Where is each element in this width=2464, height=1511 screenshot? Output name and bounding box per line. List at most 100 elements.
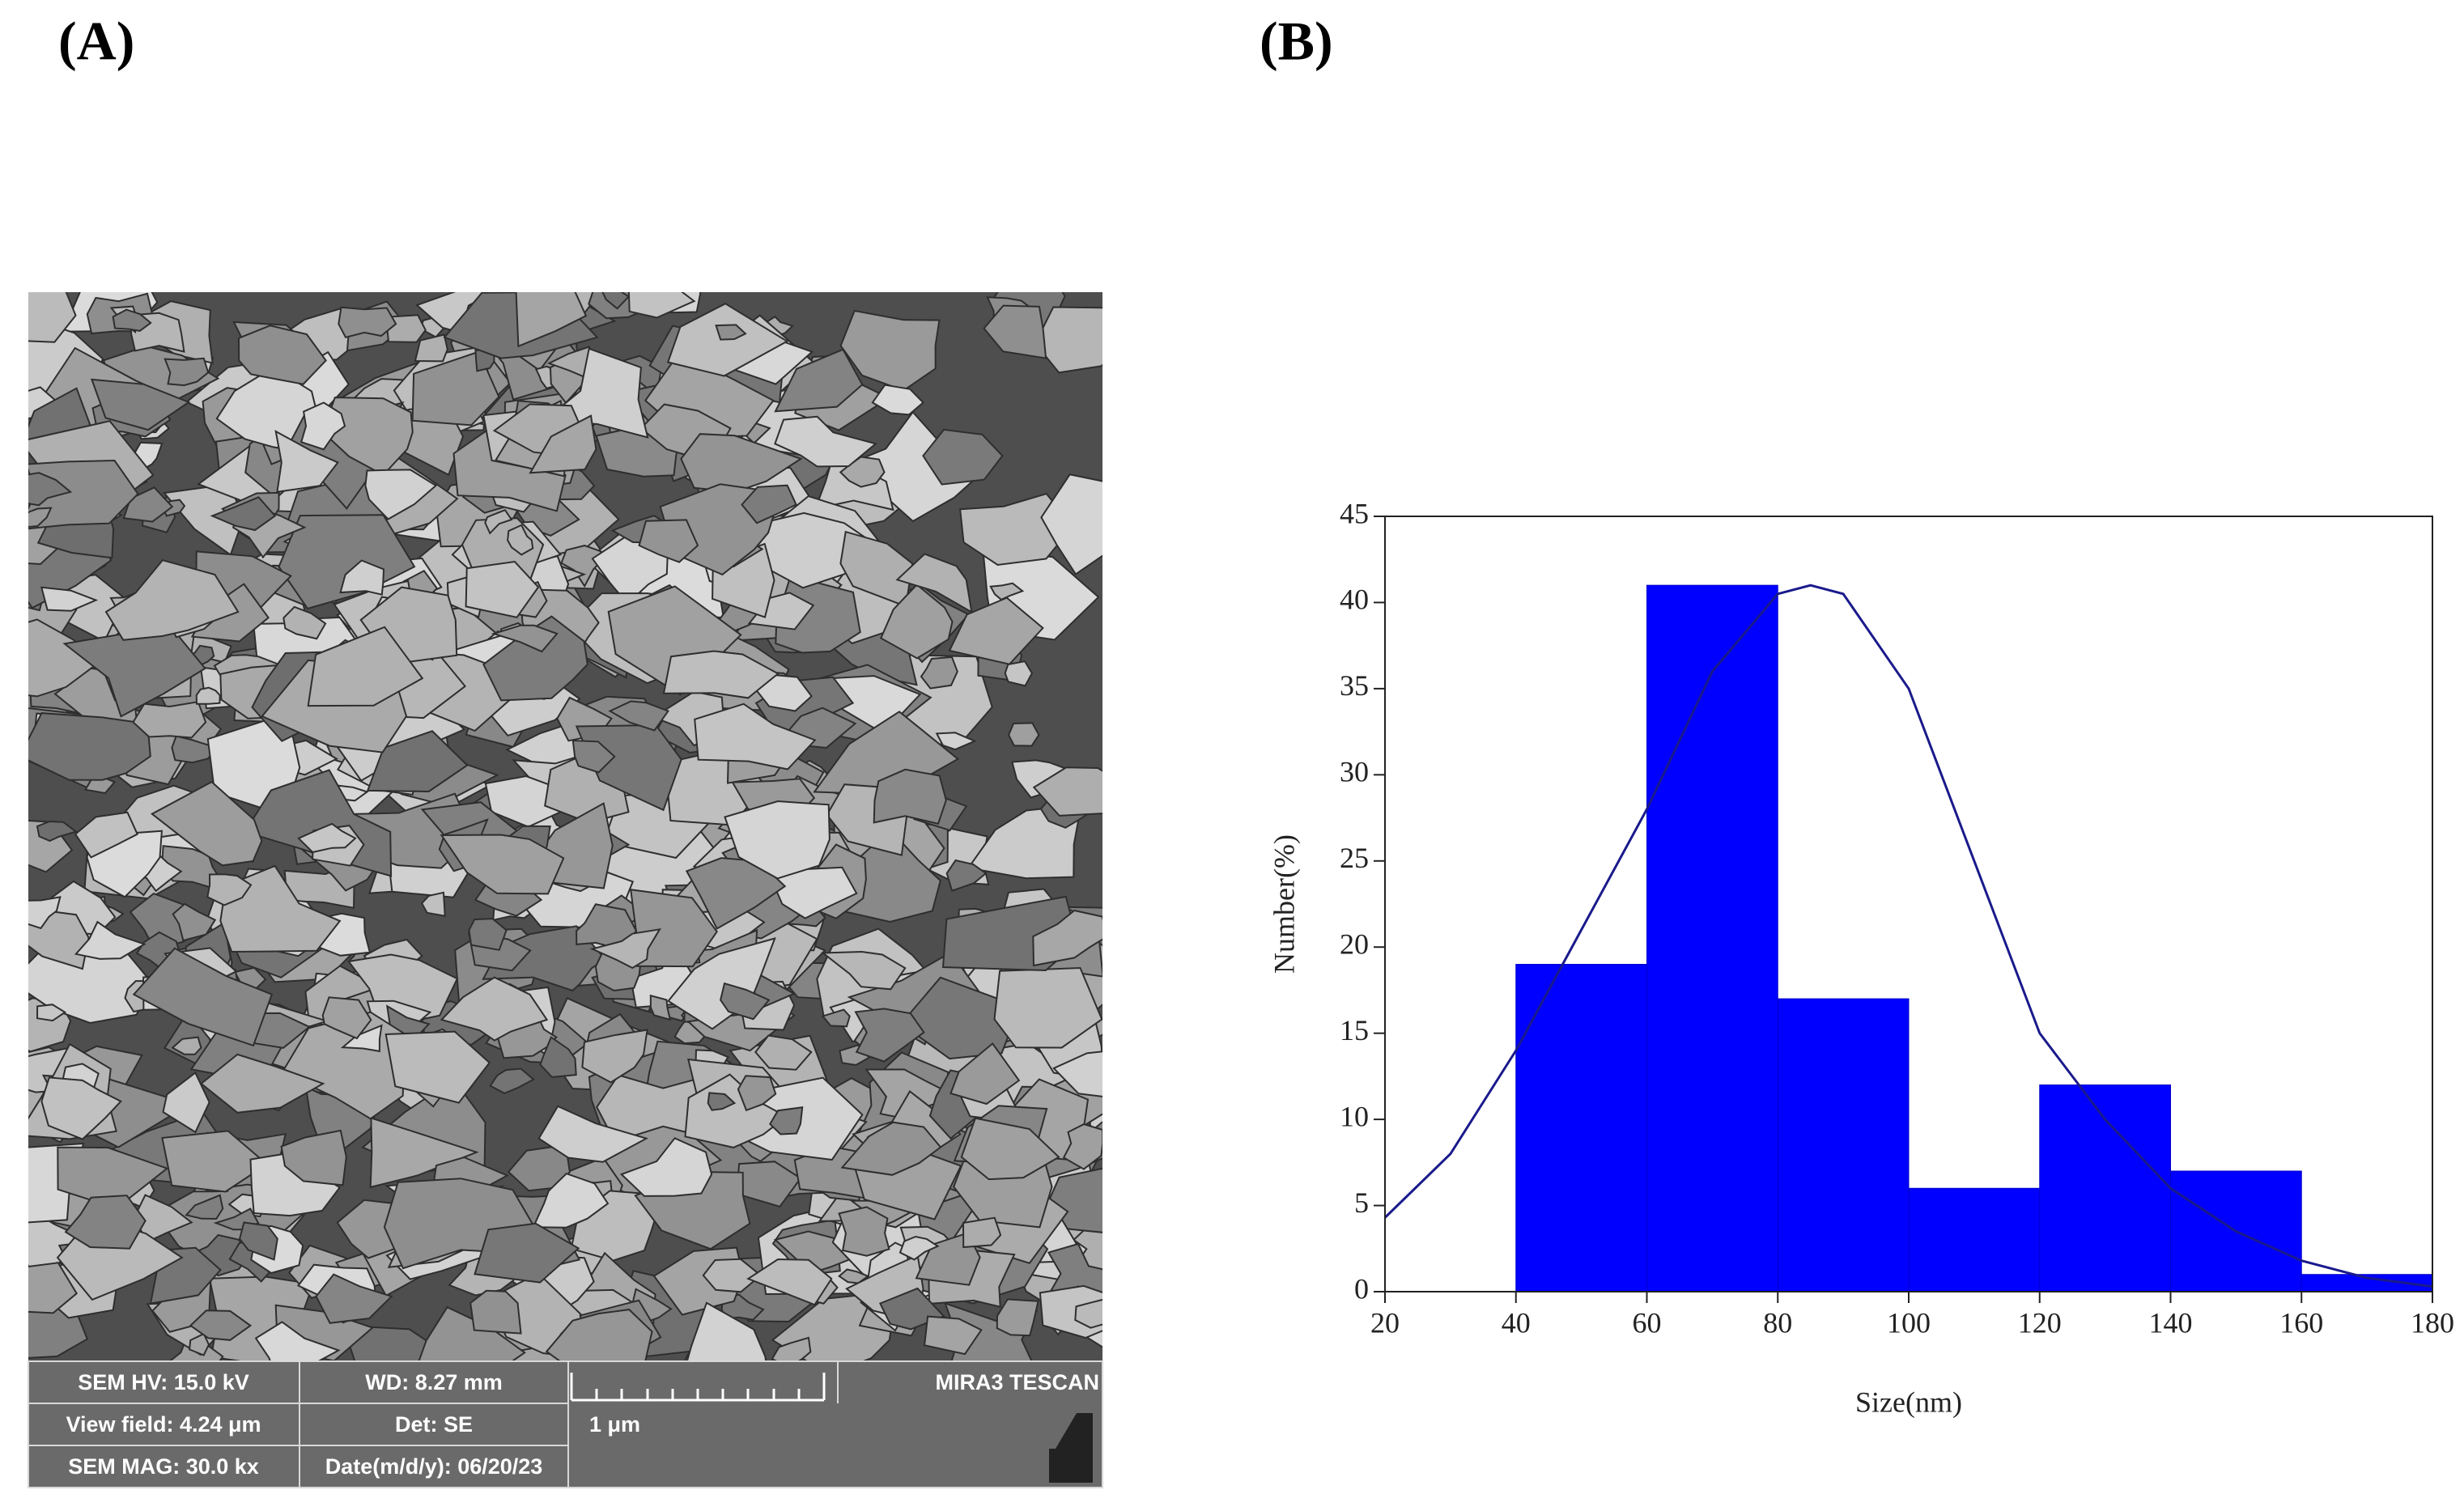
sem-particle (112, 308, 152, 332)
panel-label: (A) (58, 11, 134, 72)
sem-particle (283, 605, 327, 640)
sem-particle (465, 560, 540, 618)
y-tick-label: 15 (1340, 1014, 1369, 1046)
sem-particle (948, 596, 1044, 665)
sem-particle (162, 1071, 210, 1134)
sem-particle (720, 982, 771, 1021)
sem-particle (769, 1106, 804, 1135)
sem-particle (773, 1230, 867, 1275)
bar (1908, 1187, 2041, 1292)
sem-info: SEM HV: 15.0 kV (78, 1370, 249, 1394)
sem-particle (983, 304, 1047, 359)
sem-particle (369, 1117, 479, 1189)
sem-info: Date(m/d/y): 06/20/23 (325, 1454, 543, 1479)
sem-particle (132, 947, 274, 1047)
bar (1515, 964, 1647, 1292)
fit-curve (1383, 584, 2433, 1288)
sem-particle (949, 1042, 1021, 1106)
x-tick-label: 160 (2279, 1306, 2323, 1339)
sem-particle (132, 701, 207, 739)
x-axis-label: Size(nm) (1855, 1386, 1962, 1418)
sem-particle (315, 1273, 393, 1324)
sem-particle (484, 775, 591, 828)
sem-particle (737, 1075, 777, 1112)
y-tick-label: 45 (1340, 497, 1369, 529)
sem-particle (638, 519, 699, 563)
sem-particle (649, 994, 672, 1021)
sem-particle (746, 1258, 833, 1306)
sem-particle (707, 1092, 737, 1111)
sem-particle (1007, 722, 1040, 747)
x-tick-label: 140 (2149, 1306, 2193, 1339)
sem-particle (1032, 909, 1102, 967)
x-tick-label: 180 (2411, 1306, 2454, 1339)
sem-info: SEM MAG: 30.0 kx (68, 1454, 259, 1479)
sem-particle (537, 1105, 649, 1163)
bar (1646, 584, 1778, 1292)
sem-particle (74, 920, 147, 960)
sem-particle (28, 1262, 79, 1314)
sem-particle (774, 348, 864, 413)
sem-particle (507, 524, 534, 556)
sem-particle (440, 976, 549, 1042)
sem-particle (339, 559, 385, 596)
sem-particle (945, 859, 988, 892)
sem-particle (627, 292, 696, 319)
sem-particle (820, 950, 907, 991)
sem-particle (384, 1030, 491, 1104)
x-tick-label: 20 (1370, 1306, 1400, 1339)
sem-particle (619, 1137, 713, 1197)
sem-particle (36, 1004, 67, 1022)
sem-particle (195, 686, 221, 705)
bar (2039, 1084, 2171, 1292)
sem-particle (724, 800, 831, 880)
sem-particle (150, 780, 263, 867)
sem-particle (36, 820, 78, 843)
sem-particle (935, 732, 977, 751)
sem-particle (960, 1117, 1060, 1181)
sem-particle (64, 1195, 147, 1250)
sem-particle (821, 1008, 851, 1028)
sem-particle (924, 1315, 983, 1356)
sem-info: MIRA3 TESCAN (935, 1370, 1099, 1394)
sem-particle (40, 586, 99, 612)
sem-particle (161, 1130, 269, 1193)
sem-particle (539, 1036, 577, 1078)
sem-particle (545, 1309, 653, 1361)
y-tick-label: 30 (1340, 756, 1369, 788)
sem-info: 1 μm (589, 1412, 640, 1437)
sem-particle (838, 1206, 890, 1257)
y-tick-label: 10 (1340, 1100, 1369, 1132)
x-tick-label: 100 (1887, 1306, 1931, 1339)
sem-particle (254, 1321, 341, 1361)
sem-particle (515, 292, 588, 348)
sem-particle (28, 292, 77, 343)
sem-info: View field: 4.24 μm (66, 1412, 261, 1437)
sem-particle (338, 306, 397, 338)
sem-particle (922, 428, 1004, 486)
sem-particle (581, 1029, 648, 1084)
sem-particle (1040, 473, 1102, 575)
sem-particle (775, 575, 861, 654)
sem-particle (741, 484, 797, 524)
sem-particle (172, 902, 217, 942)
sem-particle (346, 953, 459, 1029)
sem-particle (880, 584, 954, 660)
sem-particle (468, 918, 508, 951)
sem-particle (484, 508, 513, 535)
sem-particle (899, 1235, 940, 1261)
x-tick-label: 80 (1763, 1306, 1792, 1339)
sem-particle (1032, 766, 1102, 817)
sem-particle (686, 1301, 767, 1361)
y-tick-label: 5 (1354, 1186, 1369, 1219)
sem-info-bar: SEM HV: 15.0 kV WD: 8.27 mm MIRA3 TESCAN… (28, 1360, 1103, 1488)
sem-particle (920, 656, 958, 690)
sem-particle (482, 615, 588, 702)
sem-particle (989, 582, 1025, 601)
y-axis-label: Number(%) (1268, 834, 1300, 974)
sem-particle (364, 469, 438, 520)
sem-particle (560, 545, 602, 588)
sem-particle (297, 822, 357, 854)
sem-particle (28, 896, 62, 930)
sem-particle (340, 1024, 383, 1053)
